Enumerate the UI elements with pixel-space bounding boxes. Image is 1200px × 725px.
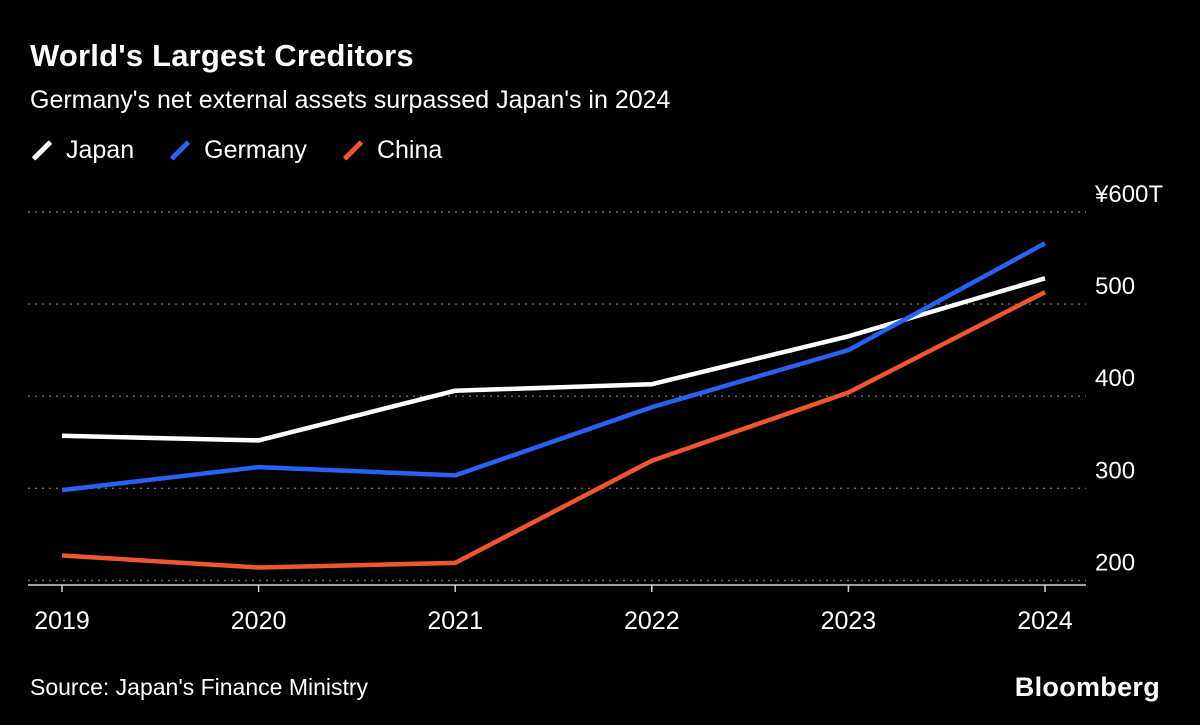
chart-subtitle: Germany's net external assets surpassed … (30, 86, 671, 114)
series-line-china (61, 290, 1047, 570)
source-credit: Source: Japan's Finance Ministry (30, 674, 369, 700)
legend-swatch (342, 140, 364, 161)
x-tick-label: 2019 (34, 607, 90, 635)
legend-swatch (169, 140, 191, 161)
x-tick-label: 2022 (624, 607, 680, 635)
y-tick-label: ¥600T (1094, 181, 1163, 208)
legend-item: China (341, 136, 442, 165)
x-tick-label: 2024 (1017, 607, 1073, 635)
series-line-germany (61, 241, 1047, 493)
y-tick-label: 500 (1095, 273, 1135, 300)
legend-item: Japan (30, 136, 134, 165)
y-tick-label: 300 (1095, 457, 1135, 484)
page-title: World's Largest Creditors (30, 38, 414, 73)
legend: Japan Germany China (30, 136, 442, 165)
legend-swatch (31, 140, 53, 161)
footer: Source: Japan's Finance Ministry Bloombe… (0, 663, 1200, 707)
x-tick-label: 2021 (427, 607, 483, 635)
y-tick-label: 200 (1095, 549, 1135, 576)
bloomberg-logo: Bloomberg (1014, 672, 1160, 702)
x-tick-label: 2023 (821, 607, 877, 635)
line-chart: ¥600T 500 400 300 200 2019 2020 2021 2022 2023 202… (0, 167, 1200, 637)
series-line-japan (61, 276, 1046, 443)
chart-svg: ¥600T 500 400 300 200 2019 2020 2021 2022 2023 202… (28, 181, 1163, 635)
legend-label-germany: Germany (204, 136, 307, 164)
legend-label-china: China (376, 136, 443, 164)
x-tick-label: 2020 (231, 607, 287, 635)
legend-label-japan: Japan (66, 136, 135, 164)
legend-item: Germany (168, 136, 307, 165)
y-tick-label: 400 (1095, 365, 1135, 392)
